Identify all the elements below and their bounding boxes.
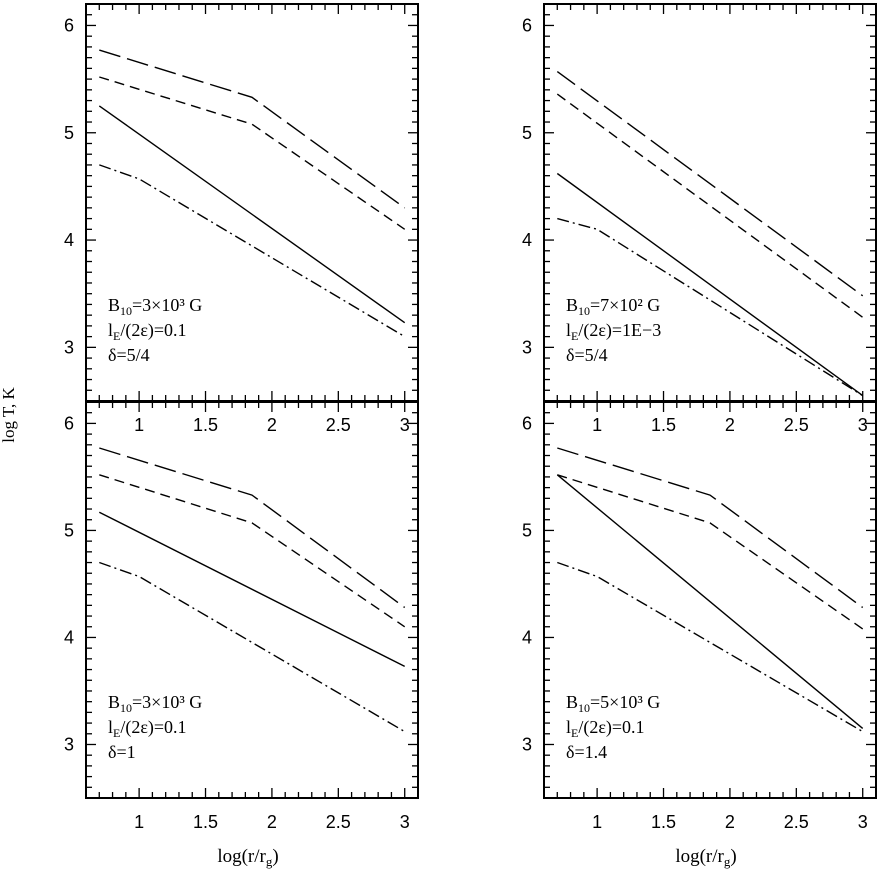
panel-frame xyxy=(85,3,419,402)
annotation-luminosity: lE/(2ε)=1E−3 xyxy=(566,320,661,343)
annotation-b-field: B10=3×10³ G xyxy=(108,295,202,318)
x-tick-label: 2 xyxy=(725,812,735,832)
y-tick-label: 6 xyxy=(522,413,532,433)
annotation-delta: δ=5/4 xyxy=(566,345,608,365)
x-tick-label: 3 xyxy=(400,812,410,832)
annotation-b-field: B10=3×10³ G xyxy=(108,692,202,715)
x-tick-label: 1 xyxy=(592,812,602,832)
x-tick-label: 3 xyxy=(858,812,868,832)
series-line-short-dash xyxy=(99,474,406,628)
x-tick-label: 2.5 xyxy=(784,812,809,832)
y-tick-label: 4 xyxy=(64,627,74,647)
series-line-long-dash xyxy=(557,447,864,609)
panel-frame xyxy=(543,3,877,402)
annotation-b-field: B10=5×10³ G xyxy=(566,692,660,715)
x-tick-label: 1 xyxy=(592,415,602,435)
y-axis-label: log T, K xyxy=(0,387,18,443)
series-line-dash-dot xyxy=(557,561,864,733)
y-tick-label: 3 xyxy=(522,734,532,754)
series-line-solid xyxy=(556,474,864,729)
annotation-b-field: B10=7×10² G xyxy=(566,295,660,318)
series-line-solid xyxy=(98,105,406,324)
series-line-short-dash xyxy=(99,76,406,230)
series-line-solid xyxy=(98,511,406,668)
y-tick-label: 4 xyxy=(64,230,74,250)
series-line-dash-dot xyxy=(99,164,406,338)
y-tick-label: 6 xyxy=(64,15,74,35)
y-tick-label: 3 xyxy=(522,337,532,357)
y-tick-label: 3 xyxy=(64,337,74,357)
panel-3: 1 1.5 2 2.5 3 3 4 5 6 B10=3×10³ GlE/(2ε)=0.1δ=1 xyxy=(64,401,419,832)
y-tick-label: 5 xyxy=(522,520,532,540)
series-line-long-dash xyxy=(556,71,864,297)
annotation-luminosity: lE/(2ε)=0.1 xyxy=(108,320,187,343)
y-tick-label: 3 xyxy=(64,734,74,754)
x-tick-label: 1.5 xyxy=(651,812,676,832)
series-line-long-dash xyxy=(99,447,406,609)
x-axis-label-left: log(r/rg) xyxy=(217,846,278,869)
x-tick-label: 2.5 xyxy=(784,415,809,435)
x-tick-label: 2 xyxy=(267,812,277,832)
panel-2: 1 1.5 2 2.5 3 3 4 5 6 B10=7×10² GlE/(2ε)=1E−3δ=5/… xyxy=(522,3,877,435)
x-tick-label: 2.5 xyxy=(326,415,351,435)
annotation-luminosity: lE/(2ε)=0.1 xyxy=(566,717,645,740)
x-tick-label: 3 xyxy=(858,415,868,435)
x-tick-label: 2.5 xyxy=(326,812,351,832)
annotation-delta: δ=1 xyxy=(108,742,136,762)
y-tick-label: 6 xyxy=(522,15,532,35)
panel-1: 1 1.5 2 2.5 3 3 4 5 6 B10=3×10³ GlE/(2ε)=0.1δ=5/4 xyxy=(64,3,419,435)
y-tick-label: 4 xyxy=(522,230,532,250)
x-tick-label: 2 xyxy=(725,415,735,435)
panel-frame xyxy=(543,401,877,799)
annotation-delta: δ=5/4 xyxy=(108,345,150,365)
y-tick-label: 5 xyxy=(64,123,74,143)
series-line-solid xyxy=(556,172,864,397)
y-tick-label: 4 xyxy=(522,627,532,647)
panel-frame xyxy=(85,401,419,799)
x-tick-label: 1.5 xyxy=(193,415,218,435)
x-tick-label: 1.5 xyxy=(193,812,218,832)
x-tick-label: 3 xyxy=(400,415,410,435)
x-tick-label: 1 xyxy=(134,812,144,832)
y-tick-label: 5 xyxy=(522,123,532,143)
panel-4: 1 1.5 2 2.5 3 3 4 5 6 B10=5×10³ GlE/(2ε)=0.1δ=1.4 xyxy=(522,401,877,832)
x-tick-label: 1 xyxy=(134,415,144,435)
y-tick-label: 5 xyxy=(64,520,74,540)
x-tick-label: 2 xyxy=(267,415,277,435)
x-axis-label-right: log(r/rg) xyxy=(675,846,736,869)
y-tick-label: 6 xyxy=(64,413,74,433)
x-tick-label: 1.5 xyxy=(651,415,676,435)
annotation-luminosity: lE/(2ε)=0.1 xyxy=(108,717,187,740)
series-line-dash-dot xyxy=(99,561,406,733)
series-line-dash-dot xyxy=(557,217,864,397)
series-line-short-dash xyxy=(557,474,864,630)
series-line-long-dash xyxy=(99,49,406,209)
annotation-delta: δ=1.4 xyxy=(566,742,607,762)
